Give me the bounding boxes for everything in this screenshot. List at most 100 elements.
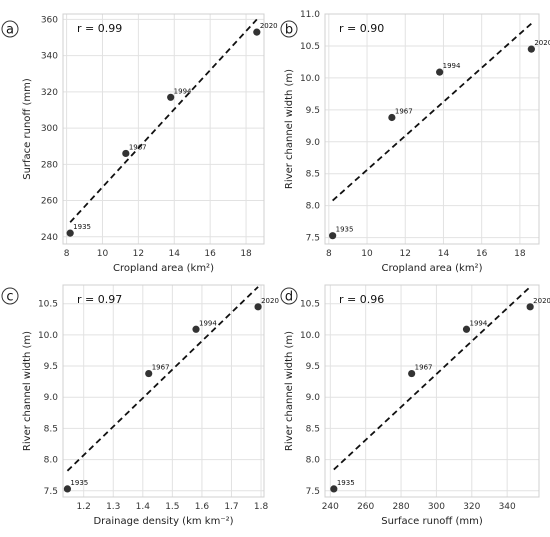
y-tick-label: 7.5	[306, 487, 320, 497]
x-tick-label: 1.3	[106, 502, 120, 512]
point-label: 1994	[443, 62, 461, 70]
plot-frame	[62, 284, 265, 498]
panel-letter: a	[6, 23, 14, 38]
panel-letter-badge: b	[280, 20, 298, 38]
panel-letter: b	[285, 23, 293, 38]
data-point	[253, 28, 261, 36]
panel-letter-badge: c	[1, 287, 19, 305]
x-tick-label: 1.4	[136, 502, 151, 512]
x-axis-label: Drainage density (km km⁻²)	[93, 516, 233, 527]
point-label: 1967	[129, 143, 147, 151]
point-label: 1935	[337, 479, 355, 487]
data-point	[192, 325, 200, 333]
r-value-label: r = 0.90	[339, 22, 384, 35]
point-label: 2020	[533, 297, 550, 305]
y-tick-label: 9.5	[306, 362, 320, 372]
y-tick-label: 320	[41, 88, 58, 98]
y-tick-label: 340	[41, 52, 58, 62]
y-axis-label: Surface runoff (mm)	[22, 78, 33, 180]
point-label: 1967	[395, 108, 413, 116]
point-label: 1967	[415, 364, 433, 372]
x-axis-label: Cropland area (km²)	[382, 263, 483, 274]
plot-area	[324, 13, 540, 245]
y-tick-label: 10.0	[300, 331, 320, 341]
panel-letter-circle	[1, 287, 19, 305]
point-label: 2020	[261, 297, 279, 305]
panel-letter-badge: d	[280, 287, 298, 305]
data-point	[436, 68, 444, 76]
fit-line	[333, 286, 531, 471]
r-value-label: r = 0.97	[77, 293, 122, 306]
y-tick-label: 360	[41, 15, 58, 25]
y-tick-label: 300	[41, 124, 58, 134]
x-axis-label: Cropland area (km²)	[113, 263, 214, 274]
plot-area	[62, 284, 265, 498]
y-tick-label: 10.5	[300, 42, 320, 52]
r-value-label: r = 0.96	[339, 293, 384, 306]
x-tick-label: 300	[428, 502, 445, 512]
data-point	[145, 369, 153, 378]
x-tick-label: 260	[357, 502, 374, 512]
y-tick-label: 10.0	[300, 74, 320, 84]
data-point	[254, 303, 262, 311]
data-point	[329, 232, 337, 240]
data-point	[66, 229, 74, 237]
y-tick-label: 7.5	[306, 234, 320, 244]
point-label: 2020	[260, 22, 278, 30]
panel-letter-badge: a	[1, 20, 19, 38]
panel-letter-circle	[280, 287, 298, 305]
x-tick-label: 1.8	[254, 502, 269, 512]
fit-line	[69, 18, 258, 223]
fit-line	[332, 22, 532, 202]
point-label: 1994	[199, 319, 217, 327]
x-tick-label: 10	[97, 249, 109, 259]
x-tick-label: 280	[392, 502, 409, 512]
x-tick-label: 8	[326, 249, 332, 259]
x-tick-label: 16	[204, 249, 216, 259]
plot-area	[62, 13, 265, 245]
data-point	[462, 325, 471, 333]
y-axis-label: River channel width (m)	[284, 331, 295, 451]
y-tick-label: 9.0	[44, 393, 59, 403]
x-tick-label: 14	[438, 249, 450, 259]
data-point	[330, 485, 338, 493]
data-point	[408, 369, 416, 378]
data-point	[527, 45, 535, 53]
y-tick-label: 8.0	[306, 202, 321, 212]
y-tick-label: 10.5	[300, 300, 320, 310]
y-tick-label: 9.0	[306, 138, 321, 148]
x-tick-label: 1.5	[165, 502, 179, 512]
plot-frame	[324, 13, 540, 245]
panel-letter-circle	[280, 20, 298, 38]
y-tick-label: 260	[41, 197, 58, 207]
y-tick-label: 7.5	[44, 487, 58, 497]
y-tick-label: 11.0	[300, 10, 320, 20]
fit-line	[66, 286, 259, 472]
plot-frame	[324, 284, 540, 498]
y-tick-label: 240	[41, 233, 58, 243]
x-tick-label: 14	[169, 249, 181, 259]
point-label: 1994	[174, 87, 192, 95]
panel-d: 240 260 280 300 320 340 7.5 8.0 8.5 9.0 9.5 10.0 10.…	[280, 284, 550, 527]
y-tick-label: 9.5	[306, 106, 320, 116]
y-axis-label: River channel width (m)	[22, 331, 33, 451]
panel-letter: c	[6, 290, 13, 305]
y-tick-label: 10.0	[38, 331, 58, 341]
y-tick-label: 10.5	[38, 300, 58, 310]
x-tick-label: 1.2	[77, 502, 91, 512]
point-label: 1935	[73, 223, 91, 231]
point-label: 2020	[534, 39, 550, 47]
panel-letter-circle	[1, 20, 19, 38]
x-tick-label: 1.6	[195, 502, 210, 512]
x-tick-label: 340	[499, 502, 516, 512]
y-tick-label: 8.5	[306, 170, 320, 180]
point-label: 1967	[152, 364, 170, 372]
data-point	[526, 303, 534, 311]
x-tick-label: 240	[322, 502, 339, 512]
y-tick-label: 8.5	[44, 424, 58, 434]
data-point	[63, 485, 72, 493]
y-tick-label: 9.0	[306, 393, 321, 403]
y-tick-label: 9.5	[44, 362, 58, 372]
x-tick-label: 16	[476, 249, 488, 259]
